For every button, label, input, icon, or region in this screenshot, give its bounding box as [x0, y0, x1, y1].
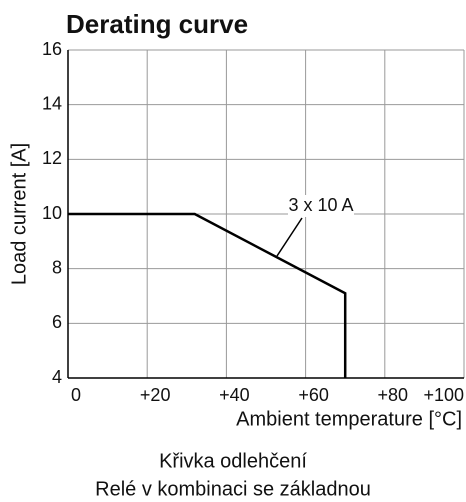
x-tick-label: +100	[423, 385, 464, 405]
x-tick-label: +40	[219, 385, 250, 405]
y-tick-label: 6	[52, 312, 62, 332]
x-tick-label: +80	[378, 385, 409, 405]
caption: Relé v kombinaci se základnou	[95, 478, 371, 500]
caption: Křivka odlehčení	[159, 450, 307, 472]
y-tick-label: 12	[42, 148, 62, 168]
y-tick-label: 8	[52, 257, 62, 277]
x-tick-label: +20	[140, 385, 171, 405]
x-tick-label: +60	[298, 385, 329, 405]
x-tick-label: 0	[71, 385, 81, 405]
annotation-leader	[276, 217, 303, 257]
x-axis-label: Ambient temperature [°C]	[236, 408, 462, 430]
y-tick-label: 4	[52, 367, 62, 387]
data-line	[68, 212, 347, 378]
y-axis-label: Load current [A]	[8, 143, 30, 285]
y-tick-label: 16	[42, 39, 62, 59]
annotation-bg	[288, 195, 354, 217]
y-tick-label: 14	[42, 93, 62, 113]
y-tick-label: 10	[42, 203, 62, 223]
chart-title: Derating curve	[66, 9, 248, 39]
annotation: 3 x 10 A	[288, 195, 353, 215]
